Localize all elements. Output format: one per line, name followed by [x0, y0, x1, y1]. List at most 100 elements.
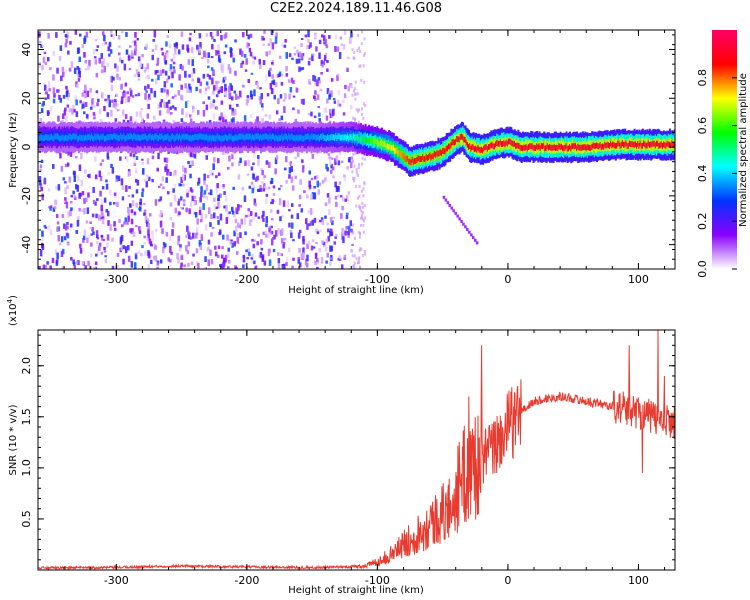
noise-speck: [265, 216, 268, 224]
ridge-cell: [551, 144, 554, 151]
noise-speck: [283, 44, 287, 48]
noise-speck: [184, 101, 188, 108]
noise-speck: [353, 254, 356, 258]
ridge-cell: [667, 141, 670, 148]
noise-speck: [363, 102, 366, 106]
ridge-cell: [148, 133, 151, 140]
noise-speck: [169, 202, 173, 207]
bottom-x-ticks: -300 -200 -100 0 100: [37, 330, 666, 587]
noise-speck: [143, 212, 146, 216]
ridge-cell: [341, 134, 344, 141]
noise-speck: [108, 103, 111, 108]
ridge-cell: [126, 134, 129, 141]
noise-speck: [267, 186, 271, 190]
noise-speck: [302, 247, 305, 254]
noise-speck: [124, 82, 128, 87]
noise-speck: [261, 103, 264, 108]
noise-speck: [280, 73, 284, 77]
noise-speck: [242, 32, 245, 38]
ridge-cell: [505, 139, 508, 146]
noise-speck: [98, 214, 101, 221]
ridge-cell: [45, 134, 47, 140]
ridge-cell: [136, 134, 139, 141]
noise-speck: [114, 101, 117, 108]
top-y-tick-label: 40: [20, 43, 33, 57]
noise-speck: [184, 70, 187, 78]
ridge-cell: [350, 134, 353, 140]
noise-speck: [291, 265, 294, 269]
noise-speck: [263, 183, 266, 189]
noise-speck: [40, 209, 44, 212]
noise-speck: [268, 70, 271, 76]
noise-speck: [241, 186, 245, 191]
ridge-cell: [168, 135, 171, 142]
noise-speck: [118, 52, 121, 56]
noise-speck: [83, 37, 86, 44]
ridge-cell: [462, 134, 465, 141]
noise-speck: [172, 170, 176, 177]
noise-speck: [334, 46, 337, 52]
noise-speck: [42, 44, 45, 47]
noise-speck: [101, 159, 104, 162]
noise-speck: [217, 172, 221, 176]
noise-speck: [219, 213, 223, 221]
noise-speck: [78, 56, 81, 62]
noise-speck: [318, 52, 321, 59]
ridge-cell: [301, 135, 304, 142]
noise-speck: [345, 215, 349, 220]
noise-speck: [311, 55, 314, 62]
noise-speck: [337, 186, 340, 192]
ridge-cell: [550, 144, 553, 151]
noise-speck: [146, 218, 150, 222]
bottom-x-tick-label: 0: [504, 574, 511, 587]
ridge-cell: [666, 140, 669, 147]
noise-speck: [101, 92, 104, 99]
ridge-cell: [364, 137, 367, 144]
noise-speck: [118, 45, 121, 48]
noise-speck: [362, 64, 365, 68]
noise-speck: [223, 51, 226, 55]
noise-speck: [138, 226, 141, 232]
ridge-cell: [378, 141, 381, 147]
noise-speck: [282, 99, 286, 102]
noise-speck: [76, 175, 80, 182]
noise-speck: [245, 251, 248, 256]
noise-speck: [223, 34, 227, 39]
ridge-cell: [547, 144, 550, 151]
noise-speck: [102, 31, 105, 36]
noise-speck: [222, 262, 225, 269]
ridge-cell: [392, 144, 395, 151]
noise-speck: [189, 150, 193, 157]
ridge-cell: [315, 134, 318, 141]
noise-speck: [147, 93, 151, 100]
noise-speck: [361, 202, 364, 205]
noise-speck: [224, 254, 228, 262]
noise-speck: [313, 192, 317, 200]
noise-speck: [272, 79, 276, 86]
noise-speck: [218, 87, 221, 90]
noise-speck: [162, 242, 166, 246]
noise-speck: [285, 156, 288, 163]
noise-speck: [185, 245, 188, 252]
noise-speck: [200, 186, 203, 193]
noise-speck: [63, 200, 66, 203]
noise-speck: [247, 208, 250, 212]
noise-speck: [226, 234, 229, 241]
noise-speck: [279, 94, 283, 99]
ridge-cell: [157, 135, 160, 142]
noise-speck: [359, 265, 361, 269]
ridge-cell: [171, 133, 174, 139]
noise-speck: [265, 233, 268, 238]
noise-speck: [168, 235, 172, 242]
noise-speck: [109, 189, 112, 195]
ridge-cell: [435, 151, 438, 158]
noise-speck: [80, 179, 84, 187]
ridge-cell: [147, 135, 150, 142]
noise-speck: [217, 245, 221, 249]
noise-speck: [246, 257, 249, 260]
noise-speck: [308, 180, 311, 188]
ridge-cell: [206, 134, 208, 140]
noise-speck: [224, 91, 227, 97]
noise-speck: [159, 220, 163, 228]
